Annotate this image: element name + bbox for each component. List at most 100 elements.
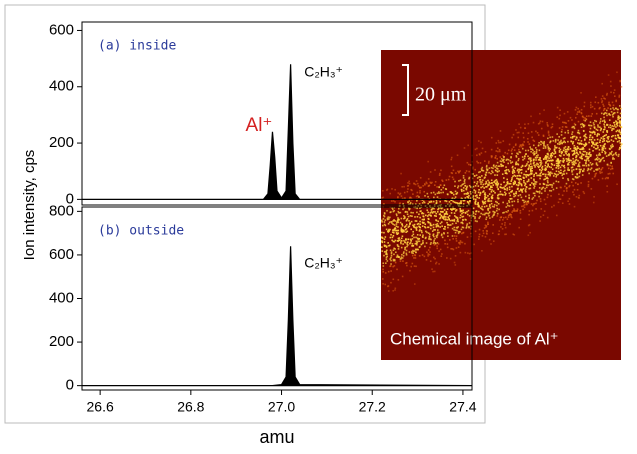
speckle [415, 249, 417, 251]
speckle [427, 232, 430, 234]
speckle [528, 223, 531, 226]
speckle [390, 252, 393, 255]
speckle [418, 196, 420, 198]
speckle [576, 147, 578, 150]
speckle [551, 125, 554, 128]
speckle [409, 203, 412, 205]
speckle [521, 205, 523, 208]
speckle [450, 208, 453, 211]
speckle [449, 257, 452, 260]
speckle [392, 229, 394, 231]
speckle [527, 174, 529, 176]
speckle [529, 170, 532, 172]
speckle [609, 124, 612, 126]
speckle [451, 197, 454, 200]
speckle [499, 190, 502, 193]
speckle [502, 219, 504, 221]
speckle [509, 194, 512, 197]
speckle [585, 115, 588, 118]
speckle [580, 168, 582, 171]
speckle [392, 220, 394, 222]
speckle [453, 235, 456, 237]
speckle [539, 174, 542, 177]
speckle [504, 170, 506, 172]
speckle [415, 180, 418, 182]
speckle [505, 159, 508, 161]
speckle [584, 144, 587, 146]
speckle [488, 205, 491, 207]
speckle [568, 197, 571, 200]
speckle [500, 158, 503, 160]
speckle [492, 171, 494, 174]
speckle [435, 261, 438, 264]
speckle [393, 209, 396, 212]
speckle [490, 156, 493, 159]
speckle [516, 210, 518, 212]
speckle [477, 185, 480, 187]
speckle [612, 172, 615, 175]
speckle [593, 107, 596, 110]
speckle [619, 131, 622, 134]
speckle [585, 162, 587, 165]
speckle [576, 176, 579, 179]
speckle [527, 161, 529, 163]
speckle [616, 129, 619, 132]
speckle [576, 173, 578, 175]
speckle [396, 229, 399, 232]
speckle [532, 149, 534, 152]
speckle [591, 177, 594, 180]
speckle [573, 188, 576, 191]
speckle [438, 213, 441, 216]
speckle [611, 150, 613, 153]
speckle [423, 190, 426, 193]
speckle [585, 136, 588, 139]
speckle [510, 156, 512, 159]
speckle [496, 212, 499, 215]
speckle [520, 184, 523, 187]
speckle [422, 212, 425, 215]
speckle [515, 191, 518, 193]
speckle [433, 229, 435, 231]
speckle [556, 133, 558, 135]
speckle [476, 154, 478, 157]
speckle [510, 191, 512, 193]
speckle [439, 200, 442, 203]
speckle [552, 188, 555, 191]
speckle [480, 169, 483, 172]
speckle [573, 122, 576, 125]
speckle [416, 223, 419, 226]
speckle [520, 168, 522, 171]
speckle [411, 262, 414, 265]
speckle [555, 214, 558, 217]
speckle [572, 125, 574, 128]
speckle [608, 126, 610, 129]
speckle [596, 135, 598, 137]
speckle [618, 116, 620, 118]
speckle [547, 163, 549, 165]
speckle [603, 137, 606, 140]
speckle [530, 173, 533, 175]
speckle [527, 122, 530, 125]
scale-label: 20 μm [415, 84, 467, 106]
speckle [426, 251, 428, 254]
speckle [529, 146, 532, 148]
speckle [401, 235, 404, 238]
speckle [551, 123, 554, 126]
speckle [485, 168, 488, 170]
speckle [394, 188, 396, 191]
speckle [518, 179, 521, 181]
speckle [584, 159, 586, 162]
speckle [547, 181, 549, 184]
speckle [415, 200, 418, 202]
speckle [386, 217, 389, 220]
speckle [392, 265, 394, 268]
speckle [573, 144, 576, 147]
speckle [596, 145, 599, 147]
speckle [497, 202, 500, 205]
speckle [524, 184, 526, 187]
speckle [443, 215, 446, 217]
speckle [576, 113, 578, 116]
speckle [484, 192, 486, 194]
speckle [526, 174, 529, 176]
speckle [615, 100, 617, 103]
